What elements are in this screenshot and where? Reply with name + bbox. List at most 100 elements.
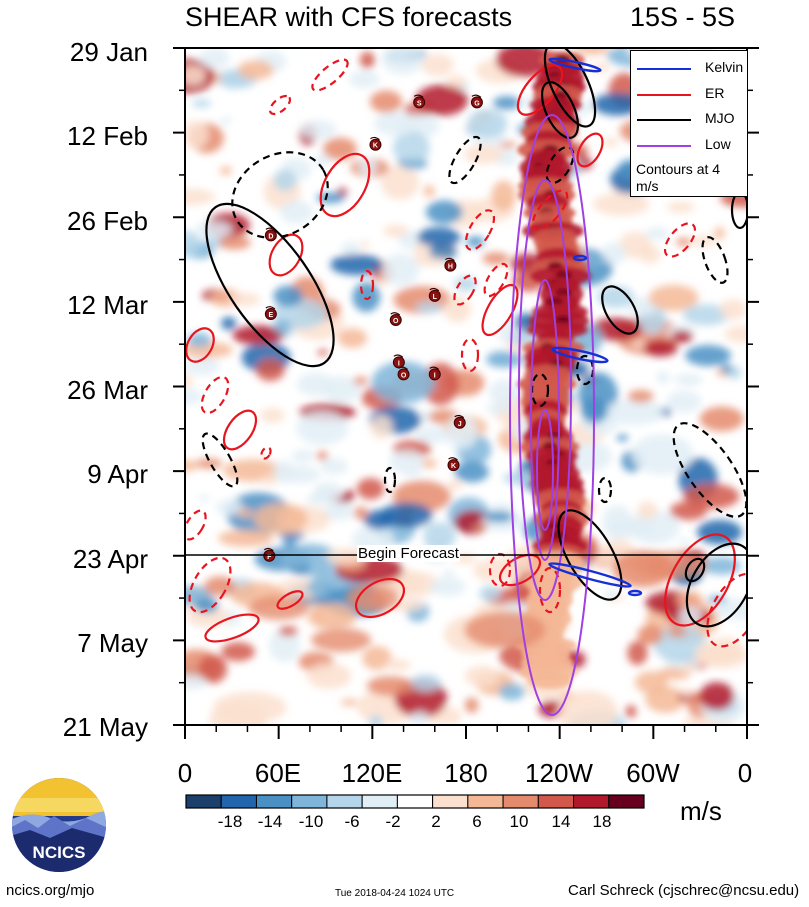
kelvin-contour bbox=[551, 346, 609, 364]
shear-cell bbox=[443, 569, 455, 577]
storm-marker-dot bbox=[428, 368, 441, 381]
er-contour bbox=[311, 58, 349, 92]
kelvin-contour bbox=[627, 589, 643, 597]
y-tick-label: 21 May bbox=[62, 712, 148, 742]
storm-marker-label: K bbox=[451, 463, 456, 470]
er-contour bbox=[222, 409, 258, 451]
shear-cell bbox=[381, 253, 420, 286]
contour-layer bbox=[185, 48, 747, 716]
shear-cell bbox=[666, 201, 695, 213]
legend-label: ER bbox=[705, 85, 725, 101]
storm-marker: O bbox=[389, 312, 402, 327]
shear-cell bbox=[592, 92, 643, 116]
shear-cell bbox=[699, 682, 735, 711]
shear-cell bbox=[724, 325, 747, 343]
shear-cell bbox=[374, 111, 419, 136]
colorbar-swatch bbox=[467, 794, 504, 809]
y-tick-label: 23 Apr bbox=[72, 544, 148, 574]
storm-marker-arm bbox=[398, 366, 408, 370]
low-contour bbox=[536, 409, 554, 531]
mjo-contour bbox=[672, 422, 747, 518]
shear-cell bbox=[296, 411, 349, 445]
shear-cell bbox=[216, 499, 244, 516]
colorbar-swatch bbox=[326, 794, 363, 809]
shear-cell bbox=[313, 153, 332, 167]
shear-cell bbox=[498, 683, 525, 701]
chart-region: 15S - 5S bbox=[630, 2, 736, 32]
storm-marker: E bbox=[264, 306, 277, 320]
storm-marker-arm bbox=[370, 136, 380, 141]
mjo-contour bbox=[205, 202, 335, 368]
mjo-contour bbox=[231, 151, 329, 239]
storm-marker-dot bbox=[453, 416, 466, 429]
shear-cell bbox=[417, 227, 461, 248]
shear-cell bbox=[671, 330, 693, 343]
er-contour bbox=[498, 553, 542, 587]
shear-cell bbox=[634, 671, 668, 694]
shear-cell bbox=[185, 460, 199, 472]
shear-cell bbox=[676, 237, 692, 247]
shear-cell bbox=[464, 665, 500, 687]
shear-cell bbox=[683, 483, 740, 510]
er-contour bbox=[185, 509, 207, 541]
y-tick-label: 29 Jan bbox=[69, 37, 148, 67]
shear-cell bbox=[259, 475, 278, 485]
footer-timestamp: Tue 2018-04-24 1024 UTC bbox=[335, 888, 455, 899]
shear-cell bbox=[596, 285, 634, 308]
colorbar-label: 2 bbox=[431, 812, 441, 831]
colorbar-swatch bbox=[396, 794, 434, 809]
footer-site[interactable]: ncics.org/mjo bbox=[6, 882, 95, 899]
storm-marker: H bbox=[444, 257, 457, 272]
low-contour bbox=[518, 179, 572, 601]
footer-author[interactable]: Carl Schreck (cjschrec@ncsu.edu) bbox=[568, 882, 800, 899]
logo-text: NCICS bbox=[33, 843, 86, 862]
shear-cell bbox=[423, 185, 435, 198]
shear-cell bbox=[356, 477, 385, 500]
shear-cell bbox=[379, 502, 433, 528]
colorbar-label: 14 bbox=[551, 812, 571, 831]
shear-cell bbox=[360, 240, 370, 250]
storm-marker-arm bbox=[265, 306, 276, 310]
storm-marker-arm bbox=[413, 94, 424, 98]
shear-cell bbox=[668, 626, 687, 637]
shear-cell bbox=[209, 702, 268, 725]
shear-cell bbox=[653, 625, 707, 663]
shear-cell bbox=[425, 200, 463, 224]
shear-cell bbox=[221, 642, 255, 662]
shear-cell bbox=[603, 589, 617, 600]
shear-cell bbox=[676, 590, 703, 609]
shear-cell bbox=[352, 282, 381, 313]
storm-marker: G bbox=[470, 94, 483, 109]
shear-band-cell bbox=[527, 672, 573, 690]
shear-cell bbox=[341, 241, 360, 256]
shear-cell bbox=[454, 461, 489, 483]
shear-cell bbox=[380, 165, 420, 200]
legend-line-low bbox=[637, 145, 691, 147]
shear-cell bbox=[388, 449, 425, 474]
shear-cell bbox=[493, 96, 521, 110]
er-contour bbox=[460, 337, 480, 373]
shear-cell bbox=[694, 641, 734, 667]
shear-cell bbox=[719, 299, 747, 320]
storm-marker-label: F bbox=[267, 554, 272, 561]
colorbar-units: m/s bbox=[680, 796, 722, 826]
storm-marker-label: G bbox=[474, 100, 480, 107]
shear-cell bbox=[204, 576, 236, 597]
shear-cell bbox=[343, 489, 354, 503]
shear-cell bbox=[316, 450, 329, 461]
shear-cell bbox=[666, 390, 702, 413]
legend-item-mjo: MJO bbox=[635, 110, 747, 130]
legend-note: Contours at 4 m/s bbox=[636, 161, 721, 194]
colorbar-frame bbox=[185, 794, 645, 809]
shear-cell bbox=[423, 522, 456, 551]
shear-cell bbox=[273, 169, 297, 192]
er-contour bbox=[355, 577, 405, 619]
x-tick-label: 120E bbox=[341, 758, 403, 788]
storm-marker-arm bbox=[429, 287, 440, 292]
shear-cell bbox=[199, 48, 230, 69]
shear-cell bbox=[415, 427, 453, 444]
er-contour bbox=[664, 533, 736, 627]
er-contour bbox=[663, 222, 697, 258]
shear-cell bbox=[636, 501, 658, 520]
shear-cell bbox=[408, 712, 430, 725]
